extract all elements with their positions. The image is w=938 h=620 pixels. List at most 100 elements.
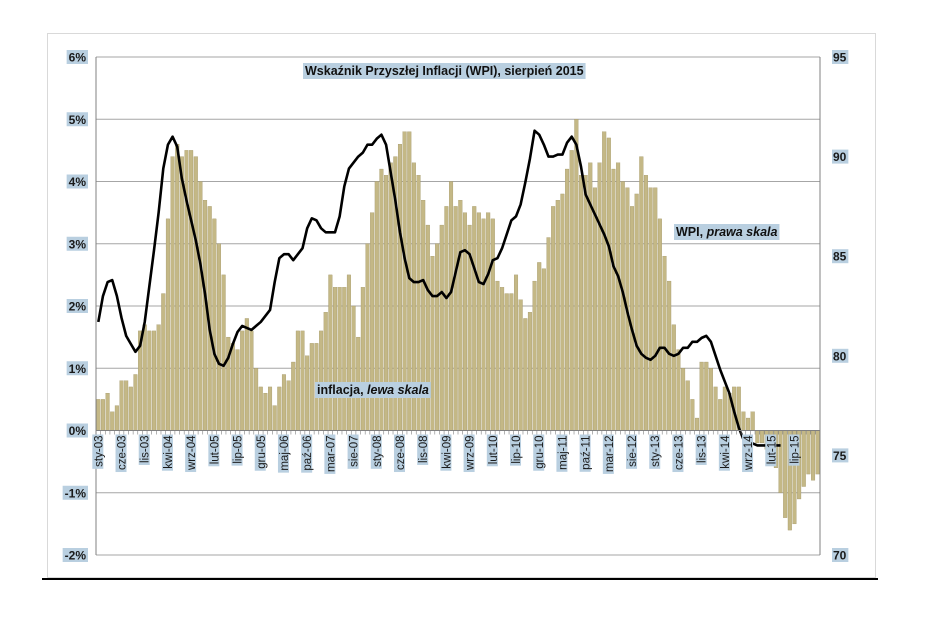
inflation-bar bbox=[240, 330, 245, 431]
inflation-bar bbox=[611, 168, 616, 431]
inflation-bar bbox=[541, 268, 546, 431]
x-tick-bg bbox=[138, 434, 150, 465]
x-axis-tick: lip-15 bbox=[789, 436, 801, 464]
x-axis-tick: paź-06 bbox=[302, 436, 314, 471]
inflation-bar bbox=[268, 386, 273, 431]
x-tick-bg bbox=[579, 434, 591, 472]
inflation-bar bbox=[602, 131, 607, 431]
x-axis-tick: cze-13 bbox=[673, 436, 685, 471]
inflation-bar bbox=[592, 187, 597, 431]
x-tick-bg bbox=[463, 434, 475, 473]
inflation-bar bbox=[565, 168, 570, 431]
x-tick-bg bbox=[765, 434, 777, 467]
x-axis-tick: kwi-04 bbox=[163, 435, 175, 469]
left-axis-tick: -1% bbox=[65, 486, 87, 500]
inflation-bar bbox=[699, 361, 704, 431]
line-series-label-italic: prawa skala bbox=[706, 225, 778, 239]
x-axis-tick: maj-11 bbox=[557, 436, 569, 470]
inflation-bar bbox=[203, 200, 208, 431]
left-tick-bg bbox=[66, 112, 88, 127]
x-axis-tick: cze-03 bbox=[117, 436, 129, 471]
left-axis-tick: 3% bbox=[69, 237, 87, 251]
left-axis-tick: 4% bbox=[69, 175, 87, 189]
bar-series-label-text: inflacja, bbox=[317, 383, 367, 397]
inflation-bar bbox=[193, 156, 198, 431]
x-tick-bg bbox=[393, 434, 405, 473]
inflation-bar bbox=[681, 368, 686, 431]
x-tick-bg bbox=[254, 434, 266, 471]
x-tick-bg bbox=[277, 434, 289, 473]
inflation-bar bbox=[295, 330, 300, 431]
inflation-bar bbox=[462, 212, 467, 431]
inflation-bar bbox=[258, 386, 263, 431]
x-axis-tick: lut-15 bbox=[766, 436, 778, 465]
inflation-bar bbox=[741, 411, 746, 431]
right-tick-bg bbox=[832, 50, 849, 64]
inflation-bar bbox=[518, 299, 523, 431]
x-axis-tick: sie-12 bbox=[627, 436, 639, 467]
inflation-bar bbox=[527, 312, 532, 431]
x-tick-bg bbox=[115, 434, 127, 473]
inflation-bar bbox=[676, 349, 681, 431]
inflation-bar bbox=[430, 256, 435, 431]
chart-title: Wskaźnik Przyszłej Inflacji (WPI), sierp… bbox=[305, 64, 584, 78]
inflation-bar bbox=[365, 243, 370, 431]
inflation-bar bbox=[110, 411, 115, 431]
inflation-bar bbox=[634, 193, 639, 431]
x-axis-tick: lis-08 bbox=[418, 436, 430, 463]
inflation-bar bbox=[811, 430, 816, 481]
inflation-bar bbox=[574, 119, 579, 431]
inflation-bar bbox=[425, 224, 430, 431]
inflation-bar bbox=[249, 330, 254, 431]
x-tick-bg bbox=[370, 434, 382, 469]
inflation-bar bbox=[351, 305, 356, 431]
inflation-bar bbox=[500, 287, 505, 431]
inflation-bar bbox=[235, 349, 240, 431]
inflation-bar bbox=[718, 399, 723, 431]
inflation-bar bbox=[156, 324, 161, 431]
inflation-bar bbox=[667, 280, 672, 431]
inflation-bar bbox=[560, 193, 565, 431]
inflation-bar bbox=[476, 212, 481, 431]
inflation-bar bbox=[755, 430, 760, 444]
inflation-bar bbox=[449, 181, 454, 431]
x-tick-bg bbox=[347, 434, 359, 469]
x-axis-tick: mar-07 bbox=[325, 436, 337, 472]
x-tick-bg bbox=[92, 434, 104, 469]
inflation-bar bbox=[657, 218, 662, 431]
inflation-bar bbox=[537, 262, 542, 431]
left-tick-bg bbox=[66, 361, 88, 376]
inflation-bar bbox=[105, 392, 110, 431]
x-tick-bg bbox=[695, 434, 707, 465]
left-axis-tick: 5% bbox=[69, 113, 87, 127]
left-tick-bg bbox=[66, 423, 88, 438]
inflation-bar bbox=[96, 399, 101, 431]
x-tick-bg bbox=[161, 434, 173, 471]
inflation-bar bbox=[198, 181, 203, 431]
inflation-bar bbox=[662, 256, 667, 431]
left-axis-tick: -2% bbox=[65, 549, 87, 563]
x-tick-bg bbox=[556, 434, 568, 472]
inflation-bar bbox=[305, 355, 310, 431]
inflation-bar bbox=[216, 243, 221, 431]
x-tick-bg bbox=[486, 434, 498, 467]
inflation-bar bbox=[230, 343, 235, 431]
x-axis-tick: paź-11 bbox=[581, 436, 593, 470]
inflation-bar bbox=[481, 218, 486, 431]
x-axis-tick: maj-06 bbox=[279, 436, 291, 471]
inflation-bar bbox=[309, 343, 314, 431]
x-axis-tick: lut-05 bbox=[209, 436, 221, 465]
inflation-bar bbox=[708, 368, 713, 431]
left-tick-bg bbox=[62, 548, 88, 562]
right-axis-tick: 85 bbox=[833, 250, 847, 264]
inflation-bar bbox=[328, 274, 333, 431]
inflation-bar bbox=[161, 293, 166, 431]
inflation-bar bbox=[801, 430, 806, 487]
inflation-bar bbox=[142, 324, 147, 431]
inflation-bar bbox=[444, 206, 449, 431]
x-tick-bg bbox=[440, 434, 452, 471]
inflation-bar bbox=[509, 293, 514, 431]
wpi-line bbox=[97, 129, 781, 447]
x-axis-tick: gru-10 bbox=[534, 436, 546, 469]
